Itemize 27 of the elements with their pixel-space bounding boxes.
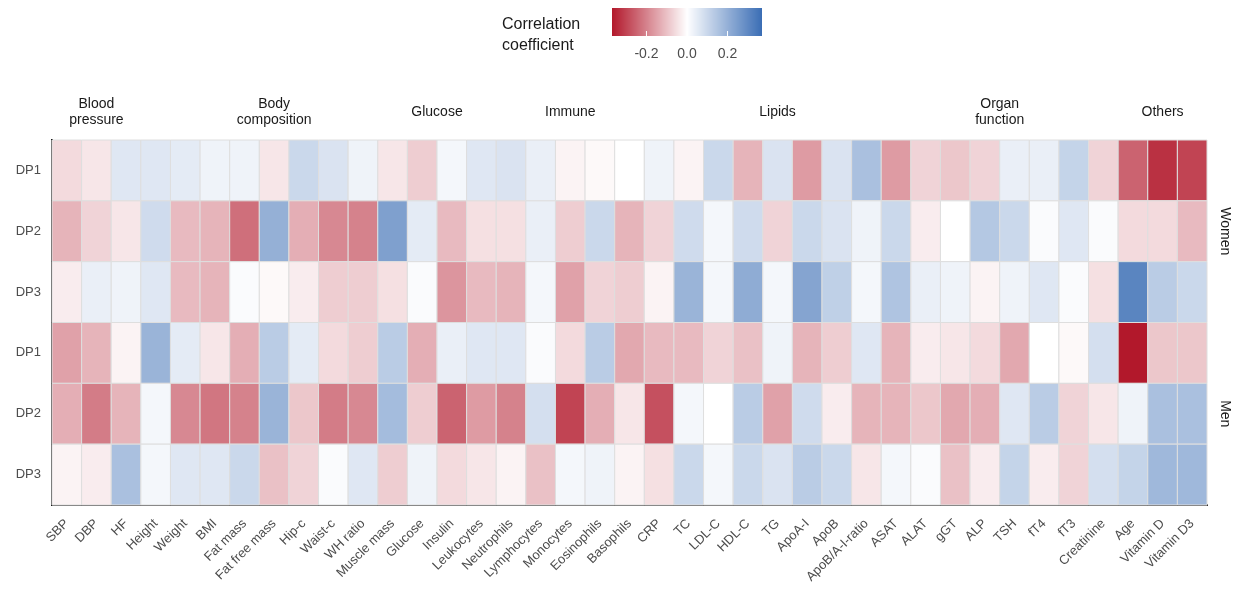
text: Blood pressure bbox=[69, 94, 124, 127]
x-tick-label: TC bbox=[670, 515, 694, 539]
x-tick-label: SBP bbox=[42, 515, 72, 545]
y-tick-label: DP3 bbox=[15, 283, 41, 299]
color-bar-label: 0.0 bbox=[677, 44, 697, 61]
color-bar-label: -0.2 bbox=[634, 44, 659, 61]
y-tick-label: DP1 bbox=[15, 344, 41, 360]
y2-tick-label: Men bbox=[1218, 400, 1235, 428]
text: Immune bbox=[544, 102, 596, 119]
y-tick-label: DP3 bbox=[15, 466, 41, 482]
y2-tick-label: Women bbox=[1218, 207, 1235, 256]
y-tick-label: DP2 bbox=[15, 222, 41, 238]
x-tick-label: TG bbox=[758, 515, 783, 539]
color-bar-label: 0.2 bbox=[717, 44, 738, 61]
color-bar-title: Correlation coefficient bbox=[502, 15, 581, 54]
y-tick-label: DP2 bbox=[15, 405, 41, 421]
x-tick-label: BMI bbox=[192, 515, 220, 543]
text: Organ function bbox=[975, 94, 1025, 127]
x-tick-label: fT4 bbox=[1024, 515, 1049, 540]
y-tick-label: DP1 bbox=[15, 161, 41, 177]
text: Glucose bbox=[411, 102, 463, 119]
text: Lipids bbox=[759, 102, 796, 119]
x-tick-label: TSH bbox=[990, 515, 1020, 545]
x-tick-label: HF bbox=[107, 515, 131, 539]
text: Body composition bbox=[236, 94, 312, 127]
text: Others bbox=[1141, 102, 1184, 119]
x-tick-label: ALP bbox=[961, 515, 990, 544]
